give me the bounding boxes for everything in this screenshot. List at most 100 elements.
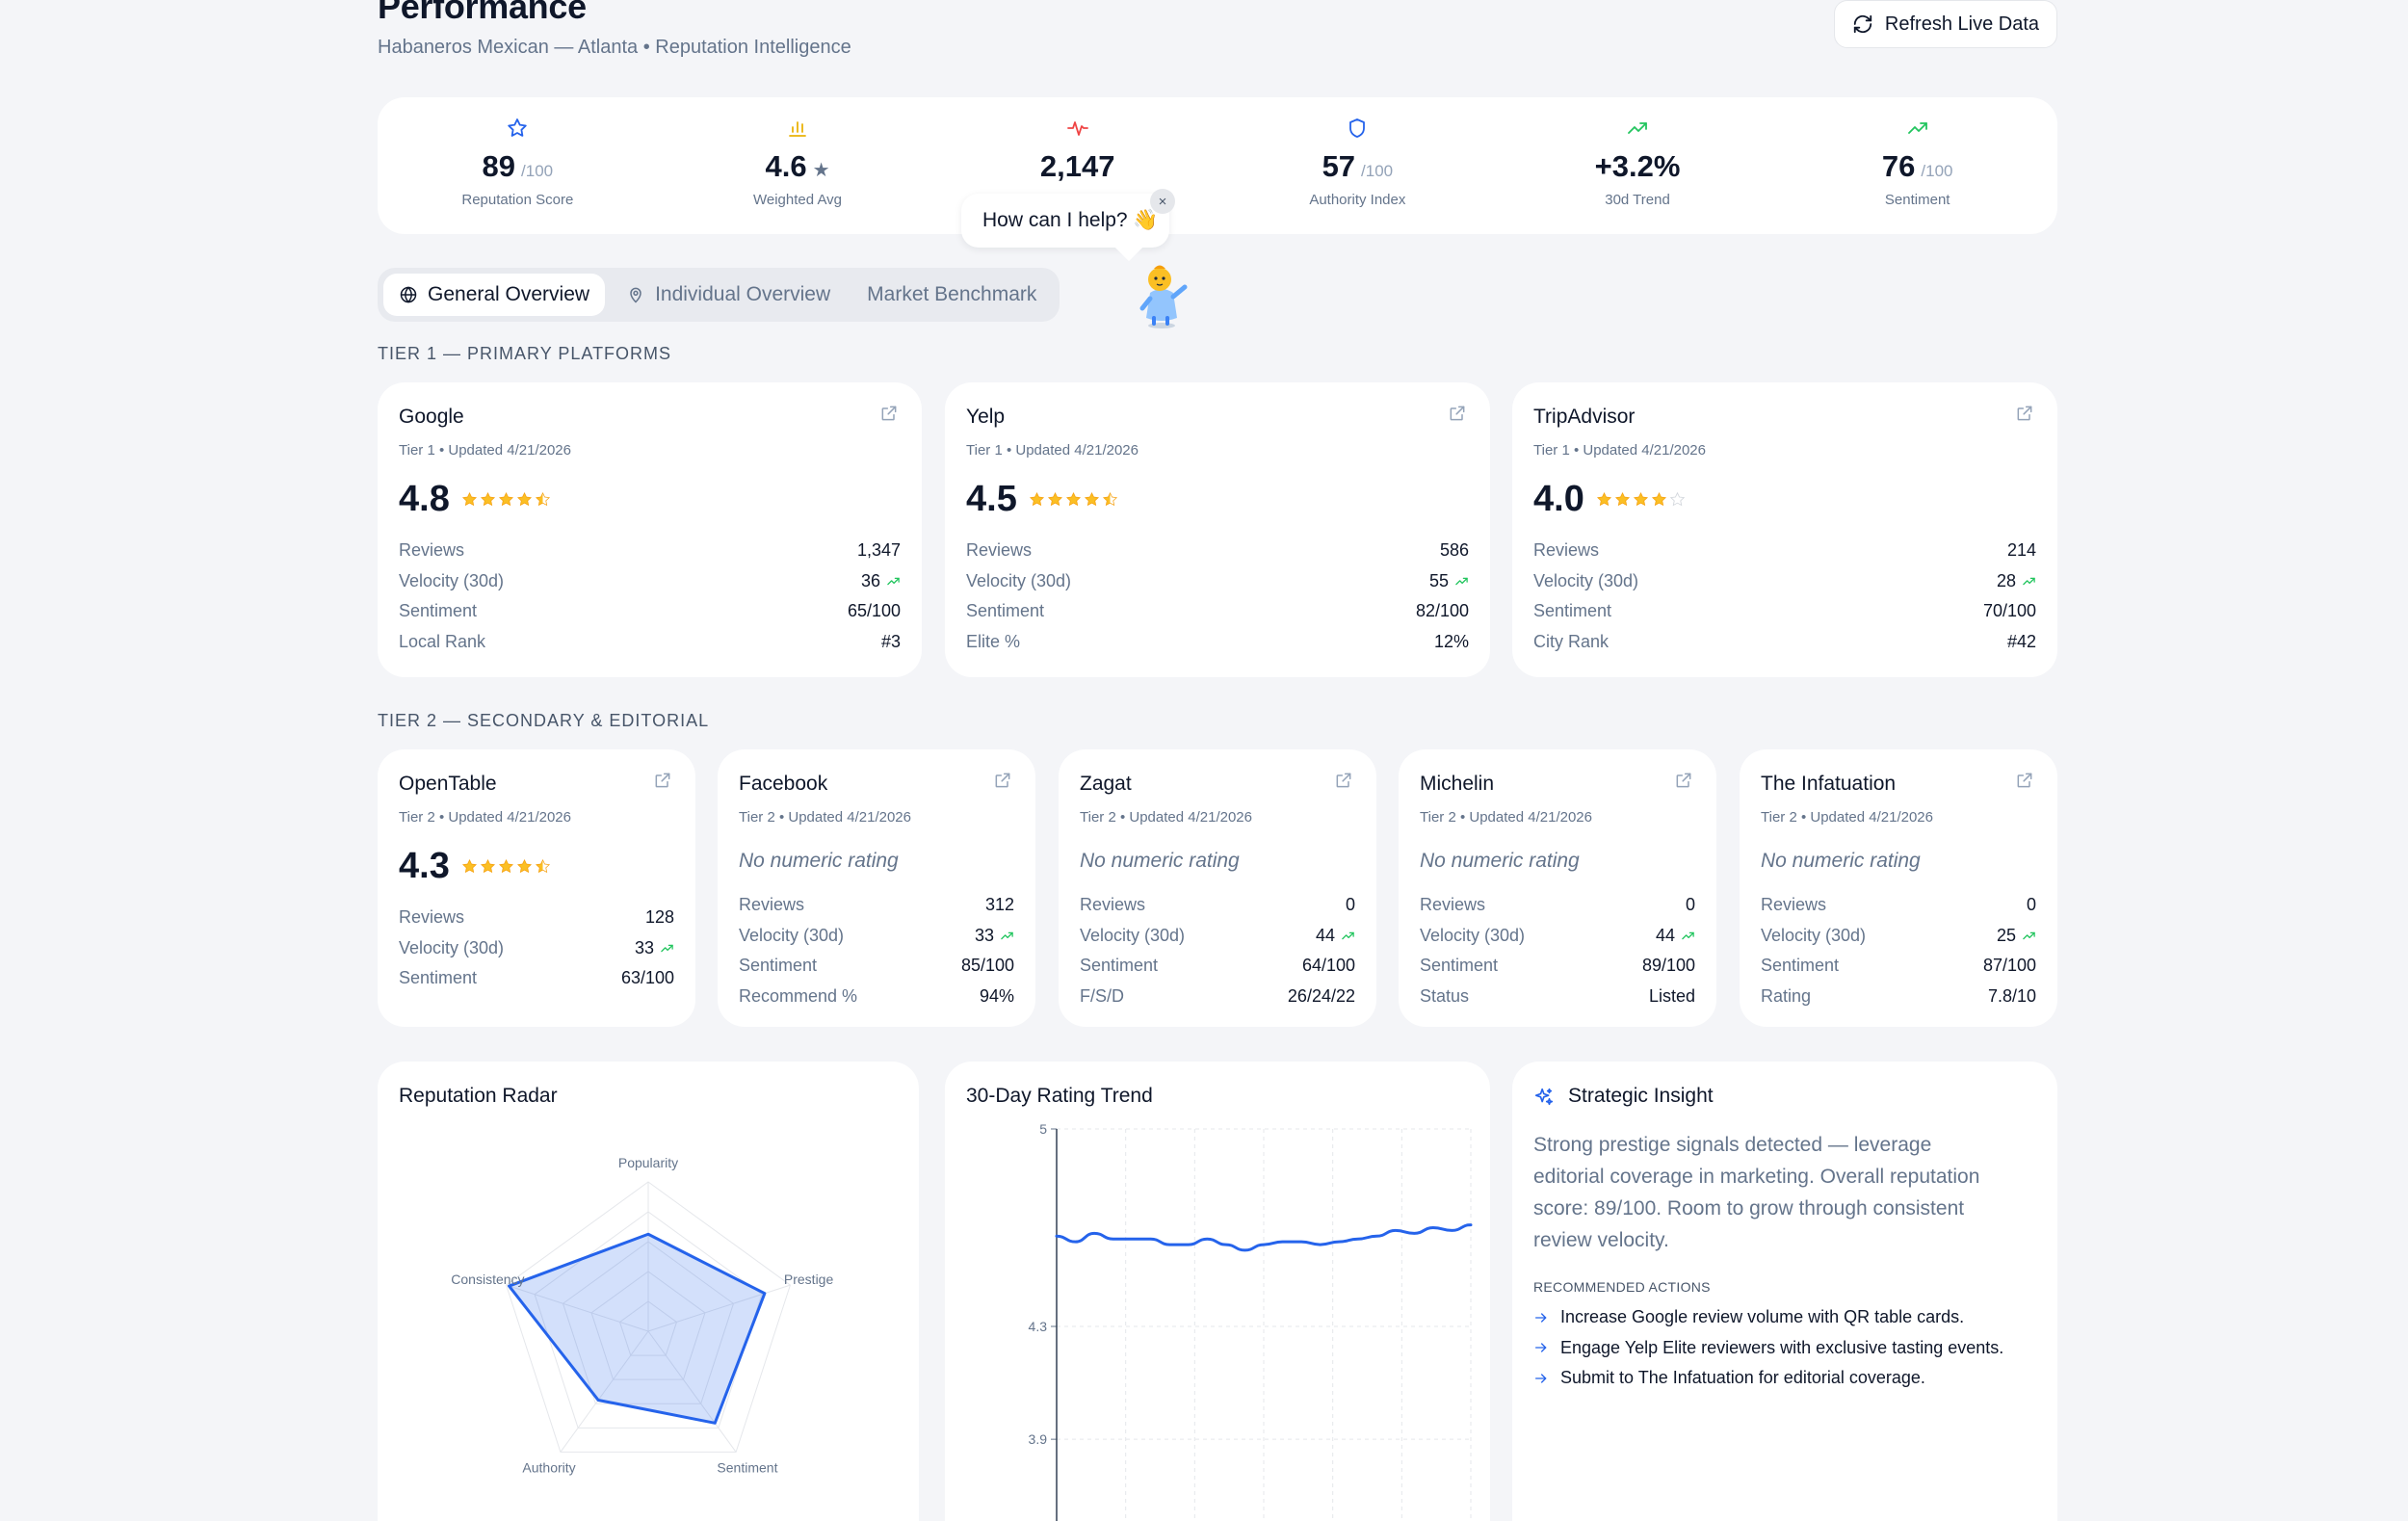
metric-value: 94% (979, 985, 1014, 1006)
platform-name: Yelp (966, 406, 1006, 428)
page-title: Performance (378, 0, 587, 26)
arrow-right-icon (1535, 1343, 1547, 1352)
external-link-icon[interactable] (1674, 771, 1693, 790)
platform-metrics: Reviews 586 Velocity (30d) 55 Sentiment 82/10… (966, 536, 1469, 657)
platform-card-google[interactable]: Google Tier 1 • Updated 4/21/2026 4.8 Revie… (378, 382, 922, 677)
platform-card-the-infatuation[interactable]: The Infatuation Tier 2 • Updated 4/21/202… (1740, 749, 2057, 1027)
tab-general-overview[interactable]: General Overview (383, 274, 606, 316)
tier2-section-label: TIER 2 — SECONDARY & EDITORIAL (378, 711, 710, 730)
platform-rating: 4.0 (1533, 479, 1686, 520)
rating-value: 4.0 (1533, 479, 1584, 519)
star-filled-icon (461, 858, 477, 874)
kpi-value: 89 (482, 149, 516, 183)
kpi-label: Sentiment (1884, 192, 1950, 208)
external-link-icon[interactable] (2015, 404, 2034, 423)
metric-value: 312 (984, 895, 1014, 915)
kpi-value: 2,147 (1039, 149, 1115, 183)
recommended-actions-label: RECOMMENDED ACTIONS (1533, 1279, 1711, 1295)
rating-trend-panel: 30-Day Rating Trend 5 4.3 3.9 (945, 1062, 1490, 1521)
external-link-icon[interactable] (1448, 404, 1467, 423)
platform-name: TripAdvisor (1533, 406, 1636, 428)
assistant-bubble-text: How can I help? 👋 (982, 209, 1159, 231)
external-link-icon[interactable] (2015, 771, 2034, 790)
metric-value: 82/100 (1415, 601, 1469, 621)
metric-value: 36 (860, 570, 880, 590)
trending-up-icon (887, 577, 900, 585)
insight-title: Strategic Insight (1568, 1085, 1714, 1107)
rating-value: 4.8 (399, 479, 450, 519)
refresh-label: Refresh Live Data (1884, 13, 2039, 35)
assistant-close-button[interactable]: × (1150, 189, 1175, 214)
assistant-mascot-icon[interactable] (1135, 258, 1189, 329)
star-half-icon (1102, 491, 1117, 507)
metric-value-wrap: #3 (881, 632, 901, 652)
refresh-live-data-button[interactable]: Refresh Live Data (1833, 0, 2057, 48)
platform-rating: 4.5 (966, 479, 1118, 520)
trending-up-icon (661, 944, 673, 952)
external-link-icon[interactable] (993, 771, 1012, 790)
trend-y-tick-label: 5 (1039, 1121, 1047, 1137)
external-link-icon[interactable] (1334, 771, 1353, 790)
platform-card-tripadvisor[interactable]: TripAdvisor Tier 1 • Updated 4/21/2026 4.0… (1512, 382, 2057, 677)
metric-row: Status Listed (1420, 982, 1695, 1012)
radar-series-area (508, 1232, 767, 1425)
metric-row: Sentiment 82/100 (966, 596, 1469, 627)
kpi-label: Reputation Score (461, 192, 574, 208)
radar-spoke (647, 1284, 791, 1332)
metric-row: Velocity (30d) 25 (1761, 921, 2036, 952)
no-rating-text: No numeric rating (739, 850, 899, 872)
metric-value: 33 (634, 937, 654, 957)
metric-row: Reviews 0 (1420, 890, 1695, 921)
star-rating (1596, 491, 1686, 508)
action-text: Engage Yelp Elite reviewers with exclusi… (1560, 1337, 2004, 1357)
assistant-bubble[interactable]: How can I help? 👋 (961, 194, 1169, 248)
metric-label: Sentiment (1420, 956, 1499, 976)
platform-card-michelin[interactable]: Michelin Tier 2 • Updated 4/21/2026 No num… (1399, 749, 1716, 1027)
star-filled-icon (516, 491, 532, 507)
radar-axis-label: Sentiment (717, 1460, 777, 1476)
metric-value: 214 (2006, 540, 2036, 561)
trending-up-icon (1907, 122, 1927, 134)
platform-card-facebook[interactable]: Facebook Tier 2 • Updated 4/21/2026 No num… (718, 749, 1035, 1027)
platform-meta: Tier 2 • Updated 4/21/2026 (739, 809, 911, 826)
star-filled-icon (1084, 491, 1099, 507)
tab-individual-overview[interactable]: Individual Overview (611, 274, 846, 316)
star-rating (461, 858, 551, 875)
kpi-label: Weighted Avg (753, 192, 843, 208)
metric-value: 85/100 (960, 956, 1014, 976)
metric-value-wrap: #42 (2007, 632, 2036, 652)
platform-meta: Tier 1 • Updated 4/21/2026 (399, 442, 571, 459)
external-link-icon[interactable] (879, 404, 899, 423)
metric-label: Elite % (966, 631, 1021, 651)
trending-up-icon (1001, 931, 1013, 939)
star-half-icon (535, 858, 550, 874)
metric-value-wrap: Listed (1649, 986, 1695, 1007)
metric-row: Sentiment 70/100 (1533, 596, 2036, 627)
metric-value: 7.8/10 (1987, 985, 2036, 1006)
platform-card-zagat[interactable]: Zagat Tier 2 • Updated 4/21/2026 No numeri… (1059, 749, 1376, 1027)
metric-label: Sentiment (1533, 601, 1612, 621)
trend-y-tick-label: 4.3 (1029, 1319, 1048, 1334)
metric-row: Velocity (30d) 33 (739, 921, 1014, 952)
metric-label: Velocity (30d) (1080, 925, 1186, 945)
action-text: Submit to The Infatuation for editorial … (1560, 1368, 1925, 1388)
platform-meta: Tier 1 • Updated 4/21/2026 (1533, 442, 1706, 459)
metric-row: F/S/D 26/24/22 (1080, 982, 1355, 1012)
star-rating (1029, 491, 1118, 508)
platform-card-yelp[interactable]: Yelp Tier 1 • Updated 4/21/2026 4.5 Reviews… (945, 382, 1490, 677)
metric-value-wrap: 312 (985, 895, 1014, 915)
metric-label: Reviews (966, 540, 1033, 561)
metric-value-wrap: 44 (1316, 926, 1355, 946)
trending-up-icon (2023, 931, 2035, 939)
external-link-icon[interactable] (653, 771, 672, 790)
star-filled-icon (1029, 491, 1044, 507)
kpi-value: +3.2% (1594, 149, 1681, 183)
metric-label: Reviews (1080, 895, 1146, 915)
metric-value-wrap: 94% (980, 986, 1014, 1007)
kpi-value: 4.6 (765, 149, 807, 183)
tab-market-benchmark[interactable]: Market Benchmark (851, 274, 1052, 316)
platform-name: Facebook (739, 773, 828, 795)
platform-card-opentable[interactable]: OpenTable Tier 2 • Updated 4/21/2026 4.3 Re… (378, 749, 695, 1027)
trending-up-icon (1455, 577, 1468, 585)
platform-name: The Infatuation (1761, 773, 1897, 795)
